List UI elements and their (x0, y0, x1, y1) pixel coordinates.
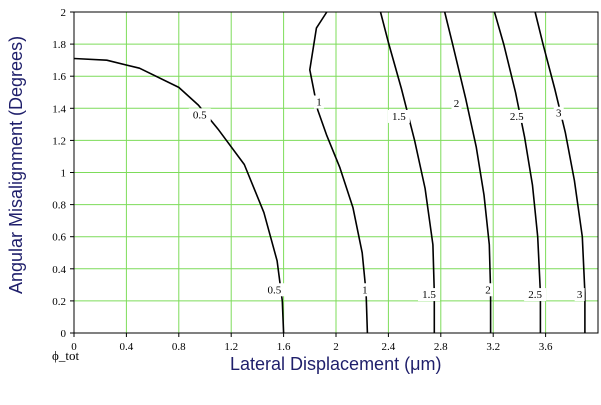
x-tick-label: 2.4 (382, 341, 396, 353)
x-tick-label: 0.4 (120, 341, 134, 353)
contour-label: 2 (485, 284, 491, 296)
contour-label-bg (188, 108, 211, 122)
contour-label: 0.5 (193, 109, 207, 121)
function-caption: ϕ_tot (52, 348, 79, 363)
contour-label: 3 (556, 108, 562, 120)
y-tick-label: 1.8 (52, 39, 66, 51)
contour-label: 1 (316, 96, 322, 108)
y-tick-label: 0.2 (52, 296, 66, 308)
y-tick-label: 0.4 (52, 264, 66, 276)
x-tick-label: 2.8 (434, 341, 448, 353)
y-tick-label: 0 (61, 328, 67, 340)
x-tick-label: 3.6 (539, 341, 553, 353)
x-tick-label: 0 (71, 341, 77, 353)
x-tick-label: 2 (333, 341, 339, 353)
contour-label: 1 (362, 284, 368, 296)
x-axis-title: Lateral Displacement (μm) (230, 354, 441, 374)
y-tick-label: 1.4 (52, 103, 66, 115)
y-axis-title: Angular Misalignment (Degrees) (6, 36, 26, 294)
x-axis-ticks: 0 0.4 0.8 1.2 1.6 2 2.4 2.8 3.2 3.6 (71, 333, 553, 353)
contour-label-bg (313, 95, 324, 109)
contour-label: 1.5 (422, 289, 436, 301)
contour-label-bg (482, 283, 493, 297)
y-tick-label: 1.2 (52, 135, 66, 147)
contour-label: 2.5 (528, 289, 542, 301)
y-tick-label: 0.6 (52, 232, 66, 244)
x-tick-label: 3.2 (486, 341, 500, 353)
contour-line-1 (309, 11, 369, 334)
y-tick-label: 1.6 (52, 71, 66, 83)
contour-labels: 0.5 0.5 1 1 1.5 1.5 2 2 2.5 2.5 3 3 (188, 95, 585, 302)
contour-line-2.5 (493, 11, 542, 333)
x-tick-label: 1.6 (277, 341, 291, 353)
contour-label: 2.5 (510, 111, 524, 123)
y-axis-ticks: 0 0.2 0.4 0.6 0.8 1 1.2 1.4 1.6 1.8 2 (52, 7, 74, 340)
contour-label-bg (505, 109, 528, 123)
contour-label-bg (524, 288, 547, 302)
contour-label-bg (387, 109, 410, 123)
contour-label-bg (263, 283, 286, 297)
contour-label-bg (418, 288, 441, 302)
contour-label: 3 (577, 289, 583, 301)
contour-line-3 (534, 11, 586, 333)
contour-line-1.5 (379, 11, 436, 333)
contour-label-bg (574, 288, 585, 302)
contour-label: 0.5 (268, 284, 282, 296)
contour-label-bg (553, 106, 564, 120)
contour-line-0.5 (73, 57, 285, 334)
y-tick-label: 1 (61, 168, 67, 180)
y-tick-label: 0.8 (52, 200, 66, 212)
x-tick-label: 1.2 (224, 341, 238, 353)
x-tick-label: 0.8 (172, 341, 186, 353)
contour-label-bg (359, 283, 370, 297)
contour-label: 2 (454, 98, 460, 110)
y-tick-label: 2 (61, 7, 67, 19)
contour-label: 1.5 (392, 111, 406, 123)
grid (74, 12, 598, 333)
contour-label-bg (451, 97, 462, 111)
